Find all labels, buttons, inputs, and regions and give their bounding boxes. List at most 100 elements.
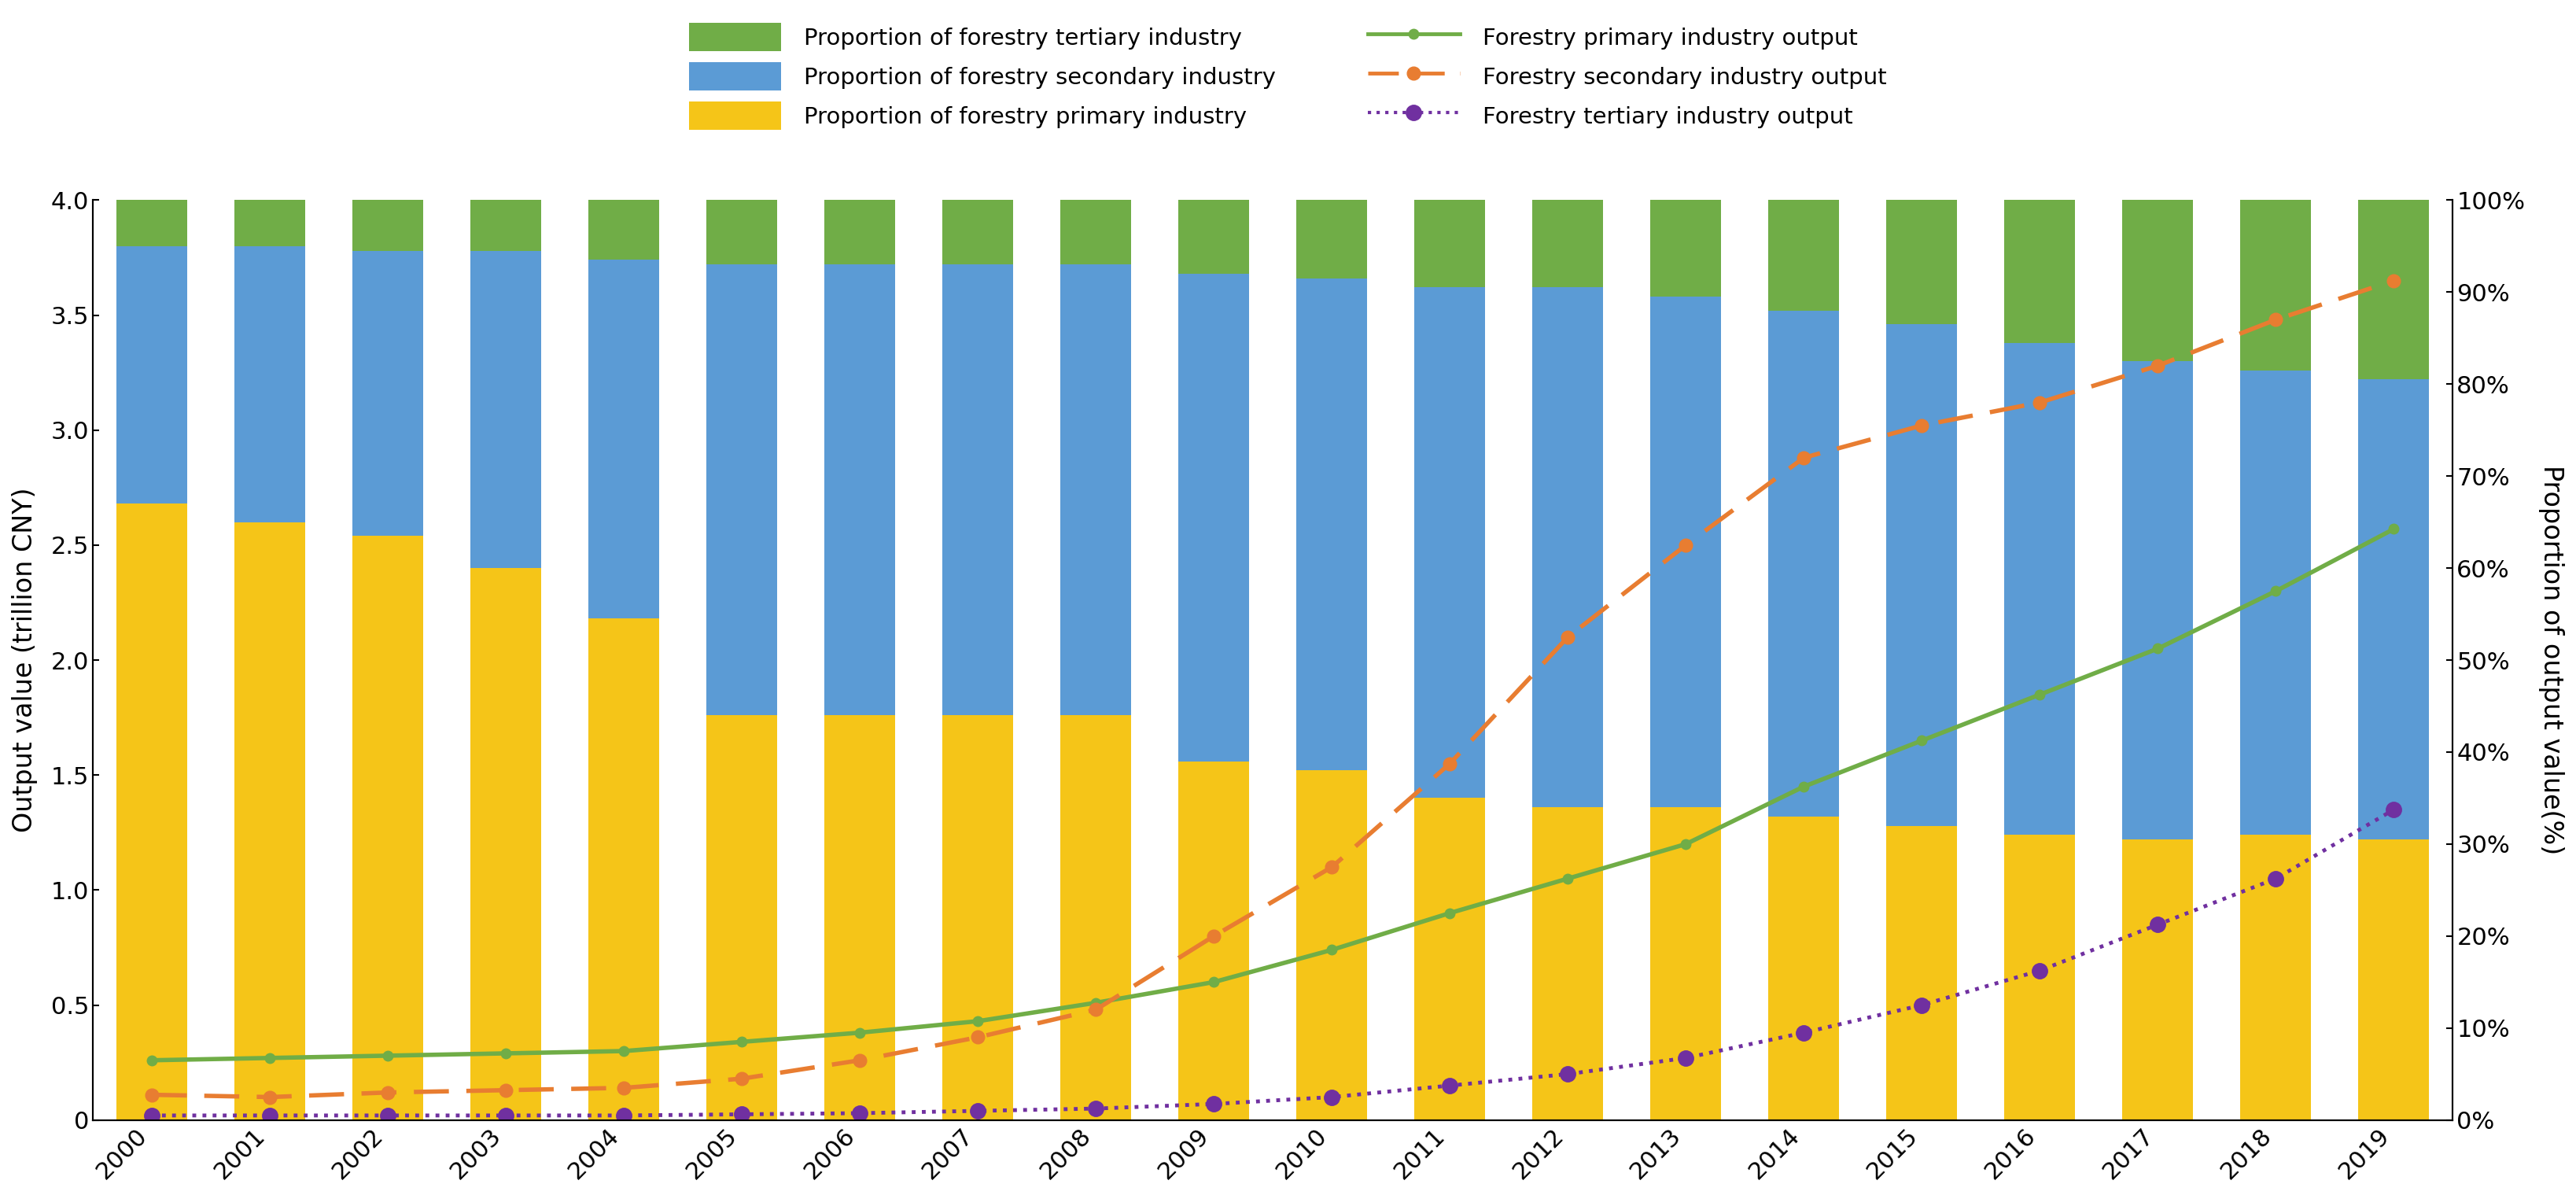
Bar <box>587 619 659 1120</box>
Bar <box>1533 288 1602 808</box>
Bar <box>471 251 541 568</box>
Bar <box>1414 798 1486 1120</box>
Bar <box>1886 200 1958 324</box>
Bar <box>1651 296 1721 808</box>
Bar <box>116 246 188 503</box>
Forestry secondary industry output <box>1316 860 1347 875</box>
Forestry tertiary industry output <box>137 1108 167 1122</box>
Forestry secondary industry output <box>2025 396 2056 410</box>
Bar <box>1770 200 1839 311</box>
Forestry primary industry output <box>137 1053 167 1067</box>
Forestry primary industry output <box>2259 584 2290 599</box>
Bar <box>471 200 541 251</box>
Bar <box>1651 200 1721 296</box>
Bar <box>1061 264 1131 716</box>
Bar <box>2004 835 2076 1120</box>
Bar <box>1886 826 1958 1120</box>
Bar <box>353 535 422 1120</box>
Bar <box>2004 343 2076 835</box>
Bar <box>1061 716 1131 1120</box>
Forestry secondary industry output <box>255 1090 286 1104</box>
Bar <box>706 200 778 264</box>
Forestry tertiary industry output <box>1788 1025 1819 1040</box>
Bar <box>471 568 541 1120</box>
Forestry secondary industry output <box>1669 538 1700 552</box>
Bar <box>116 200 188 246</box>
Forestry secondary industry output <box>845 1053 876 1067</box>
Forestry tertiary industry output <box>1669 1050 1700 1065</box>
Forestry secondary industry output <box>726 1072 757 1086</box>
Bar <box>1533 200 1602 288</box>
Forestry secondary industry output <box>1906 418 1937 433</box>
Bar <box>1414 288 1486 798</box>
Bar <box>234 200 304 246</box>
Forestry tertiary industry output <box>1553 1067 1584 1081</box>
Bar <box>2123 839 2192 1120</box>
Bar <box>2123 200 2192 361</box>
Bar <box>2360 380 2429 839</box>
Forestry tertiary industry output <box>1079 1102 1110 1116</box>
Bar <box>587 259 659 619</box>
Line: Forestry tertiary industry output: Forestry tertiary industry output <box>144 802 2401 1123</box>
Bar <box>1296 200 1368 278</box>
Forestry tertiary industry output <box>374 1108 404 1122</box>
Forestry primary industry output <box>374 1048 404 1062</box>
Forestry primary industry output <box>1669 836 1700 851</box>
Forestry tertiary industry output <box>2025 963 2056 978</box>
Bar <box>116 503 188 1120</box>
Bar <box>1886 324 1958 826</box>
Forestry secondary industry output <box>137 1087 167 1102</box>
Forestry tertiary industry output <box>608 1108 639 1122</box>
Bar <box>1770 816 1839 1120</box>
Bar <box>943 716 1012 1120</box>
Bar <box>824 716 896 1120</box>
Forestry tertiary industry output <box>489 1108 520 1122</box>
Forestry tertiary industry output <box>255 1108 286 1122</box>
Forestry secondary industry output <box>1198 929 1229 943</box>
Y-axis label: Output value (trillion CNY): Output value (trillion CNY) <box>13 488 39 833</box>
Bar <box>2241 370 2311 835</box>
Forestry secondary industry output <box>1435 756 1466 771</box>
Line: Forestry secondary industry output: Forestry secondary industry output <box>144 274 2401 1104</box>
Bar <box>2241 835 2311 1120</box>
Bar <box>1061 200 1131 264</box>
Forestry tertiary industry output <box>1198 1097 1229 1111</box>
Forestry tertiary industry output <box>2378 802 2409 816</box>
Forestry secondary industry output <box>2378 274 2409 288</box>
Forestry secondary industry output <box>1553 630 1584 644</box>
Bar <box>1177 761 1249 1120</box>
Bar <box>234 522 304 1120</box>
Forestry primary industry output <box>1079 995 1110 1010</box>
Forestry secondary industry output <box>1788 451 1819 465</box>
Forestry tertiary industry output <box>2143 918 2174 932</box>
Bar <box>234 246 304 522</box>
Forestry secondary industry output <box>2259 313 2290 327</box>
Bar <box>824 200 896 264</box>
Forestry primary industry output <box>2378 522 2409 537</box>
Bar <box>587 200 659 259</box>
Forestry tertiary industry output <box>2259 871 2290 885</box>
Forestry primary industry output <box>1198 975 1229 989</box>
Forestry tertiary industry output <box>963 1104 994 1119</box>
Bar <box>2360 200 2429 380</box>
Forestry primary industry output <box>255 1050 286 1065</box>
Bar <box>1296 278 1368 771</box>
Bar <box>943 200 1012 264</box>
Forestry tertiary industry output <box>1316 1090 1347 1104</box>
Forestry secondary industry output <box>963 1030 994 1044</box>
Bar <box>1414 200 1486 288</box>
Bar <box>1651 808 1721 1120</box>
Forestry primary industry output <box>1788 779 1819 793</box>
Bar <box>1177 200 1249 274</box>
Y-axis label: Proportion of output value(%): Proportion of output value(%) <box>2537 465 2563 854</box>
Forestry tertiary industry output <box>1906 998 1937 1012</box>
Forestry primary industry output <box>845 1025 876 1040</box>
Forestry primary industry output <box>963 1015 994 1029</box>
Forestry primary industry output <box>489 1046 520 1060</box>
Forestry secondary industry output <box>489 1083 520 1097</box>
Bar <box>2004 200 2076 343</box>
Bar <box>1296 771 1368 1120</box>
Bar <box>353 200 422 251</box>
Bar <box>353 251 422 535</box>
Line: Forestry primary industry output: Forestry primary industry output <box>147 525 2398 1065</box>
